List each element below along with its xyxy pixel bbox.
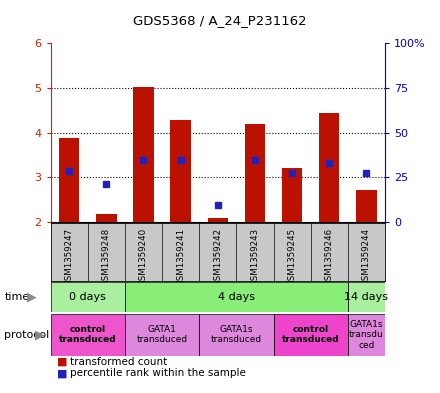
- Text: GSM1359245: GSM1359245: [288, 228, 297, 286]
- Text: GATA1s
transdu
ced: GATA1s transdu ced: [349, 320, 384, 349]
- Text: GSM1359242: GSM1359242: [213, 228, 222, 286]
- Text: GSM1359246: GSM1359246: [325, 228, 334, 286]
- Text: GDS5368 / A_24_P231162: GDS5368 / A_24_P231162: [133, 14, 307, 27]
- Bar: [245, 124, 265, 222]
- Text: ■: ■: [57, 368, 68, 378]
- Bar: [125, 314, 199, 356]
- Text: ■: ■: [57, 356, 68, 367]
- Text: 0 days: 0 days: [70, 292, 106, 302]
- Text: GSM1359240: GSM1359240: [139, 228, 148, 286]
- Bar: [356, 190, 377, 222]
- Text: GSM1359247: GSM1359247: [65, 228, 73, 286]
- Bar: [282, 168, 302, 222]
- Text: ▶: ▶: [35, 328, 44, 341]
- Text: ▶: ▶: [27, 291, 37, 304]
- Bar: [348, 282, 385, 312]
- Text: GATA1s
transduced: GATA1s transduced: [211, 325, 262, 344]
- Text: control
transduced: control transduced: [59, 325, 117, 344]
- Bar: [133, 87, 154, 222]
- Bar: [51, 282, 125, 312]
- Bar: [51, 314, 125, 356]
- Bar: [199, 314, 274, 356]
- Bar: [96, 214, 117, 222]
- Text: GSM1359248: GSM1359248: [102, 228, 111, 286]
- Text: percentile rank within the sample: percentile rank within the sample: [70, 368, 246, 378]
- Text: 14 days: 14 days: [345, 292, 389, 302]
- Bar: [59, 138, 79, 222]
- Text: time: time: [4, 292, 29, 302]
- Bar: [274, 314, 348, 356]
- Bar: [125, 282, 348, 312]
- Text: control
transduced: control transduced: [282, 325, 340, 344]
- Text: transformed count: transformed count: [70, 356, 168, 367]
- Bar: [348, 314, 385, 356]
- Bar: [170, 120, 191, 222]
- Text: GSM1359241: GSM1359241: [176, 228, 185, 286]
- Bar: [319, 112, 340, 222]
- Text: protocol: protocol: [4, 330, 50, 340]
- Text: 4 days: 4 days: [218, 292, 255, 302]
- Text: GSM1359243: GSM1359243: [250, 228, 260, 286]
- Text: GSM1359244: GSM1359244: [362, 228, 371, 286]
- Text: GATA1
transduced: GATA1 transduced: [136, 325, 187, 344]
- Bar: [208, 218, 228, 222]
